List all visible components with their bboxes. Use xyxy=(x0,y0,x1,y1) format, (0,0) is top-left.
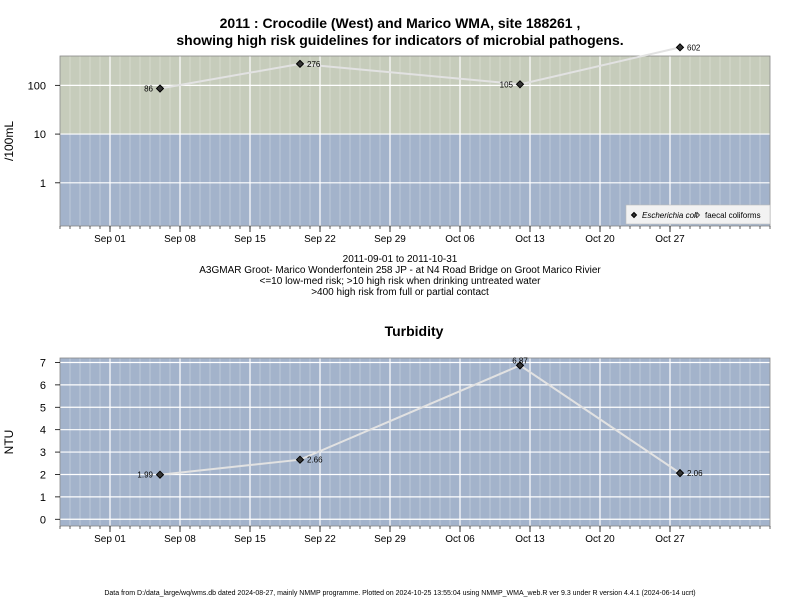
panel-2-x-tick-label: Sep 08 xyxy=(164,534,196,545)
caption-date-range: 2011-09-01 to 2011-10-31 xyxy=(342,254,458,265)
panel-2-x-tick-label: Oct 06 xyxy=(445,534,475,545)
caption-guideline-high: >400 high risk from full or partial cont… xyxy=(311,287,489,298)
panel-1-data-label: 86 xyxy=(144,85,153,94)
panel-1-x-tick-label: Oct 27 xyxy=(655,234,685,245)
panel-1-y-tick-label: 10 xyxy=(34,129,46,141)
panel-1-legend-label-2: faecal coliforms xyxy=(705,211,761,220)
caption-guideline-low: <=10 low-med risk; >10 high risk when dr… xyxy=(259,276,541,287)
panel-1-plot-area xyxy=(60,44,770,226)
panel-2-data-point xyxy=(155,470,165,479)
panel-2-y-tick-label: 3 xyxy=(40,447,46,459)
panel-1-y-axis-label: /100mL xyxy=(2,121,16,161)
panel-1-x-tick-label: Oct 13 xyxy=(515,234,545,245)
panel-2-y-axis-label: NTU xyxy=(2,430,16,455)
panel-1-legend-marker-1 xyxy=(630,211,638,219)
panel-2-y-tick-label: 4 xyxy=(40,425,46,437)
chart-title-line2: showing high risk guidelines for indicat… xyxy=(176,32,624,48)
panel-2-background xyxy=(60,358,770,526)
panel-2-y-tick-label: 1 xyxy=(40,492,46,504)
panel-1-x-tick-label: Oct 20 xyxy=(585,234,615,245)
panel-2-data-label: 2.66 xyxy=(307,456,323,465)
panel-1-risk-band-3 xyxy=(60,44,770,56)
panel-1-legend-box xyxy=(625,204,771,225)
panel-2-x-tick-label: Oct 20 xyxy=(585,534,615,545)
panel-2-x-tick-label: Sep 29 xyxy=(374,534,406,545)
panel-1-x-tick-label: Oct 06 xyxy=(445,234,475,245)
panel-1-x-tick-label: Sep 08 xyxy=(164,234,196,245)
panel-2-data-label: 1.99 xyxy=(137,471,153,480)
panel-2-frame xyxy=(59,357,771,527)
panel-2-x-tick-label: Sep 22 xyxy=(304,534,336,545)
panel-1-x-tick-label: Sep 01 xyxy=(94,234,126,245)
panel-2-x-tick-label: Sep 01 xyxy=(94,534,126,545)
panel-1-legend xyxy=(625,204,771,225)
panel-2-series-line-1 xyxy=(159,364,681,476)
panel-1-x-tick-label: Sep 29 xyxy=(374,234,406,245)
panel-1-data-label: 602 xyxy=(687,43,701,52)
panel-1-series-line-1 xyxy=(159,46,681,90)
panel-2-data-label: 6.87 xyxy=(512,356,528,365)
panel-2-y-tick-label: 5 xyxy=(40,402,46,414)
panel-2-data-point xyxy=(675,468,685,478)
panel-1-data-point xyxy=(515,80,525,89)
caption-site: A3GMAR Groot- Marico Wonderfontein 258 J… xyxy=(199,265,601,276)
panel-1-legend-label-1: Escherichia coli xyxy=(642,211,698,220)
panel-1-legend-marker-2 xyxy=(693,211,701,219)
panel-1-y-tick-label: 1 xyxy=(40,178,46,190)
panel-2-data-point xyxy=(515,361,525,370)
panel-2-y-tick-label: 2 xyxy=(40,469,46,481)
panel-1-data-label: 105 xyxy=(500,80,514,89)
panel-1-frame xyxy=(59,55,771,227)
footer-note: Data from D:/data_large/wq/wms.db dated … xyxy=(104,590,696,597)
panel-2-data-point xyxy=(295,455,305,464)
panel-2-y-tick-label: 7 xyxy=(40,357,46,369)
panel-1-y-tick-label: 100 xyxy=(28,80,46,92)
panel-1-data-point xyxy=(155,84,165,93)
panel-1-data-label: 276 xyxy=(307,60,321,69)
panel-2-x-tick-label: Oct 13 xyxy=(515,534,545,545)
panel-1-x-tick-label: Sep 22 xyxy=(304,234,336,245)
turbidity-chart-title: Turbidity xyxy=(385,323,444,339)
panel-2-plot-area xyxy=(60,358,770,526)
panel-2-x-tick-label: Oct 27 xyxy=(655,534,685,545)
panel-1-data-point xyxy=(675,43,685,52)
panel-2-data-label: 2.06 xyxy=(687,469,703,478)
panel-1-x-tick-label: Sep 15 xyxy=(234,234,266,245)
panel-1-risk-band-2 xyxy=(60,56,770,135)
panel-1-data-point xyxy=(295,59,305,69)
panel-2-x-tick-label: Sep 15 xyxy=(234,534,266,545)
panel-2-y-tick-label: 6 xyxy=(40,380,46,392)
panel-2-y-tick-label: 0 xyxy=(40,514,46,526)
chart-title: 2011 : Crocodile (West) and Marico WMA, … xyxy=(219,15,581,31)
